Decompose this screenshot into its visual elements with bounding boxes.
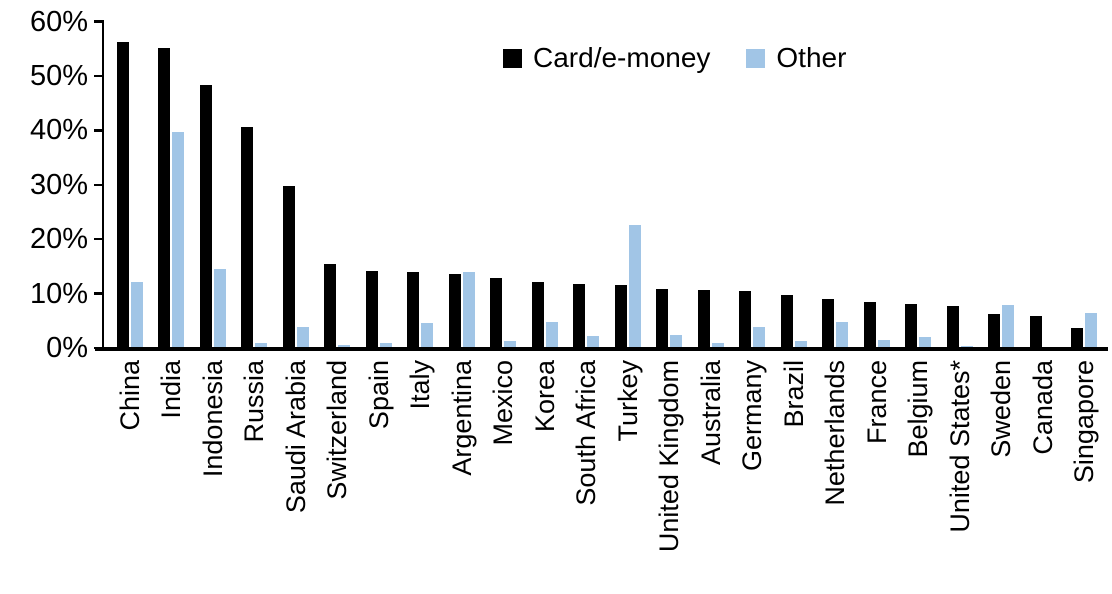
y-axis-tick — [94, 20, 104, 23]
bar-card-e-money — [365, 271, 378, 348]
y-axis-tick — [94, 292, 104, 295]
bar-other — [545, 322, 558, 348]
y-axis-tick-label: 20% — [29, 223, 88, 256]
bar-other — [172, 132, 184, 348]
legend-item-card-e-money: Card/e-money — [503, 44, 710, 72]
bar-card-e-money — [697, 289, 710, 348]
bar-other — [379, 343, 392, 348]
bar-card-e-money — [988, 313, 1000, 348]
bar-card-e-money — [822, 298, 834, 348]
x-axis-label: Mexico — [488, 360, 518, 446]
bar-other — [255, 343, 267, 348]
bar-other — [836, 322, 848, 348]
legend-label-card-e-money: Card/e-money — [533, 42, 711, 73]
bar-other — [628, 225, 641, 348]
bar-card-e-money — [905, 304, 917, 348]
y-axis-tick-label: 30% — [29, 168, 88, 201]
x-axis-label: Spain — [363, 360, 394, 430]
bar-other — [587, 336, 599, 348]
bar-card-e-money — [614, 284, 627, 348]
x-axis-label: United States* — [944, 360, 975, 533]
bar-card-e-money — [780, 295, 793, 348]
bar-card-e-money — [656, 288, 668, 348]
bar-card-e-money — [282, 185, 295, 348]
y-axis-tick — [94, 183, 104, 187]
x-axis-label: Indonesia — [197, 360, 228, 478]
bar-card-e-money — [448, 274, 461, 348]
x-axis-label: Argentina — [446, 360, 477, 476]
bar-card-e-money — [116, 41, 129, 348]
bar-other — [462, 272, 475, 348]
y-axis-tick-label: 10% — [29, 277, 88, 310]
bar-other — [338, 344, 350, 348]
x-axis-label: Korea — [529, 360, 560, 433]
bar-card-e-money — [199, 84, 212, 348]
bar-card-e-money — [241, 127, 253, 348]
bar-other — [1002, 305, 1014, 348]
bar-card-e-money — [1071, 328, 1083, 348]
bar-card-e-money — [490, 277, 502, 348]
bar-other — [877, 339, 890, 348]
x-axis-label: Russia — [239, 360, 269, 443]
x-axis-label: Saudi Arabia — [280, 360, 311, 514]
x-axis-line — [95, 347, 1108, 351]
bar-other — [1085, 312, 1097, 348]
y-axis-tick — [94, 237, 104, 241]
bar-card-e-money — [739, 291, 751, 348]
bar-other — [504, 340, 516, 348]
bar-other — [794, 341, 807, 348]
y-axis-tick — [94, 74, 104, 78]
legend-item-other: Other — [746, 44, 846, 72]
bar-other — [711, 343, 724, 348]
bar-card-e-money — [531, 282, 544, 348]
x-axis-label: Turkey — [612, 360, 643, 442]
y-axis-tick — [94, 129, 104, 132]
x-axis-label: South Africa — [571, 360, 601, 506]
bar-card-e-money — [1029, 316, 1042, 348]
x-axis-label: Sweden — [986, 360, 1016, 458]
x-axis-label: Germany — [737, 360, 767, 472]
bar-card-e-money — [324, 263, 336, 348]
bar-other — [296, 327, 309, 348]
x-axis-label: Netherlands — [820, 360, 850, 506]
legend-swatch-card-e-money — [503, 48, 522, 68]
bar-card-e-money — [407, 272, 419, 348]
bar-other — [213, 268, 226, 348]
x-axis-label: France — [861, 360, 892, 445]
bar-other — [421, 322, 433, 348]
bar-other — [130, 282, 143, 348]
x-axis-label: China — [114, 360, 145, 431]
x-axis-label: Canada — [1027, 360, 1058, 455]
x-axis-label: Brazil — [778, 360, 809, 428]
bar-card-e-money — [946, 306, 959, 348]
x-axis-label: India — [156, 360, 186, 419]
bar-card-e-money — [863, 301, 876, 348]
bar-card-e-money — [573, 283, 585, 348]
y-axis-tick-label: 40% — [29, 114, 88, 147]
bar-other — [670, 334, 682, 348]
x-axis-label: Australia — [695, 360, 726, 466]
bar-other — [753, 326, 765, 348]
bar-other — [919, 337, 931, 348]
x-axis-label: Singapore — [1069, 360, 1099, 484]
bar-card-e-money — [158, 48, 170, 348]
y-axis-tick-label: 60% — [29, 5, 88, 38]
x-axis-label: Italy — [405, 360, 435, 410]
y-axis-tick-label: 50% — [29, 60, 88, 93]
x-axis-label: United Kingdom — [654, 360, 684, 553]
chart-legend: Card/e-money Other — [503, 44, 846, 72]
x-axis-label: Belgium — [903, 360, 933, 458]
legend-label-other: Other — [776, 42, 847, 73]
x-axis-label: Switzerland — [322, 360, 352, 500]
legend-swatch-other — [746, 48, 766, 68]
y-axis-tick-label: 0% — [46, 332, 88, 364]
